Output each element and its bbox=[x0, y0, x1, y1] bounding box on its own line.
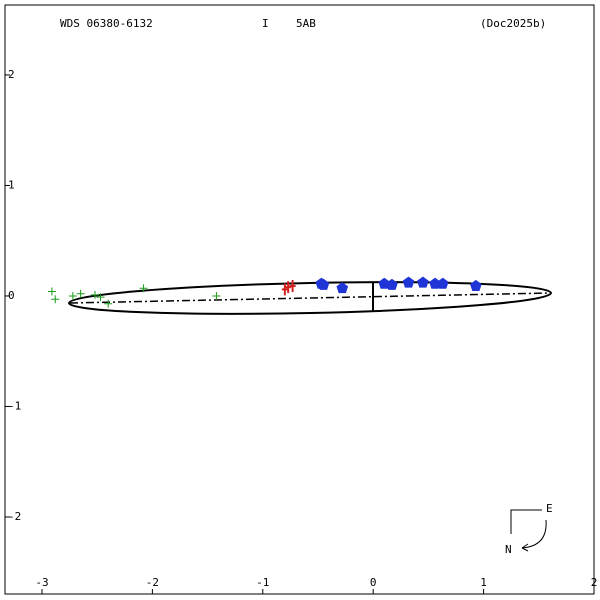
compass-arrow bbox=[521, 519, 547, 549]
compass-north: N bbox=[505, 543, 512, 556]
compass: E N bbox=[505, 502, 553, 556]
x-tick-label: -3 bbox=[35, 576, 48, 589]
measurement-bar bbox=[285, 281, 292, 294]
plot-frame bbox=[4, 4, 595, 595]
line-of-nodes bbox=[69, 292, 551, 304]
orbit-ellipse bbox=[68, 281, 552, 315]
compass-east: E bbox=[546, 502, 553, 515]
measurement-plus bbox=[68, 291, 77, 300]
x-tick-label: -1 bbox=[256, 576, 269, 589]
x-tick-label: 1 bbox=[480, 576, 487, 589]
measurement-bar bbox=[289, 280, 296, 293]
measurement-plus bbox=[139, 284, 148, 293]
measurement-point bbox=[417, 276, 429, 288]
y-tick-label: 0 bbox=[8, 289, 15, 302]
measurement-plus bbox=[76, 289, 85, 298]
header-code: I bbox=[262, 17, 269, 30]
measurement-point bbox=[436, 277, 449, 289]
measurement-bar bbox=[281, 283, 288, 296]
measurement-plus bbox=[47, 287, 56, 296]
measurement-plus bbox=[104, 299, 113, 308]
measurement-plus bbox=[212, 291, 221, 300]
measurement-point bbox=[317, 278, 330, 290]
measurement-point bbox=[386, 278, 398, 290]
y-tick-label: -2 bbox=[8, 510, 21, 523]
orbit bbox=[68, 281, 552, 315]
compass-arrowhead bbox=[521, 543, 529, 552]
header-designation: WDS 06380-6132 bbox=[60, 17, 153, 30]
y-tick-label: 1 bbox=[8, 178, 15, 191]
y-tick-label: -1 bbox=[8, 399, 21, 412]
measurement-point bbox=[470, 279, 482, 291]
measurement-plus bbox=[96, 293, 105, 302]
x-tick-label: -2 bbox=[146, 576, 159, 589]
header-components: 5AB bbox=[296, 17, 316, 30]
header-reference: (Doc2025b) bbox=[480, 17, 546, 30]
measurement-point bbox=[336, 282, 349, 294]
measurement-plus bbox=[90, 290, 99, 299]
y-tick-label: 2 bbox=[8, 68, 15, 81]
compass-axes bbox=[510, 509, 542, 534]
measurement-plus bbox=[51, 295, 60, 304]
x-tick-label: 2 bbox=[591, 576, 598, 589]
x-tick-label: 0 bbox=[370, 576, 377, 589]
measurement-point bbox=[402, 276, 415, 288]
